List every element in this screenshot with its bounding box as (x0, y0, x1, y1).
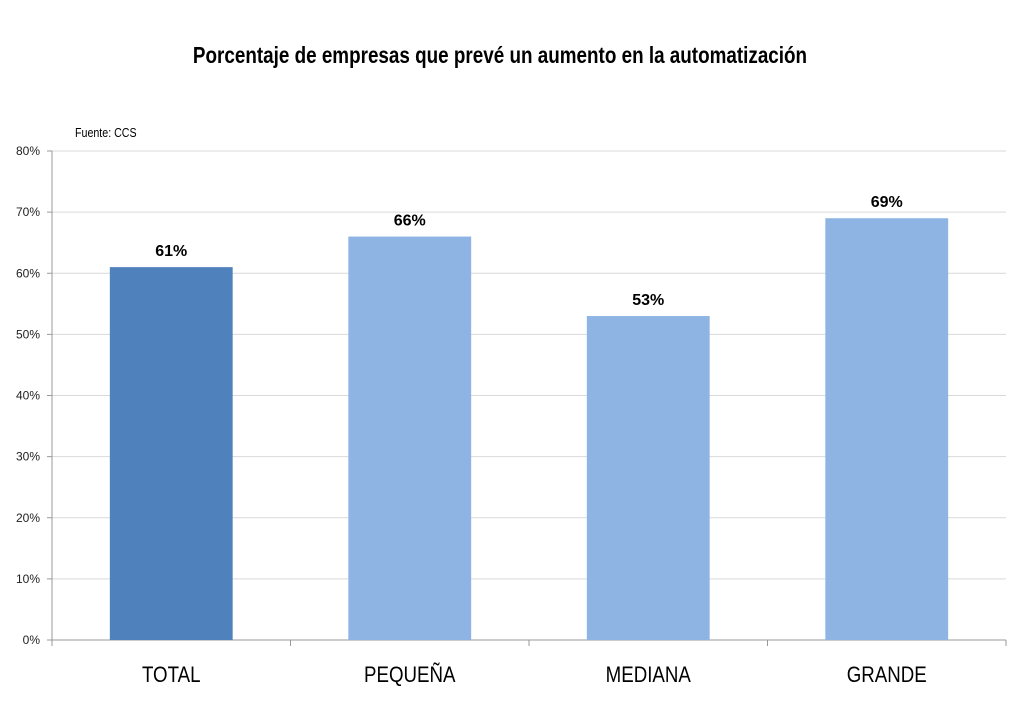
x-tick-label: PEQUEÑA (364, 662, 456, 688)
x-tick-label: GRANDE (847, 664, 927, 688)
x-tick-label: MEDIANA (606, 664, 692, 688)
y-tick-label: 10% (16, 572, 40, 586)
data-label: 61% (155, 243, 187, 260)
y-tick-label: 80% (16, 144, 40, 158)
bar-mediana (586, 316, 710, 640)
y-tick-label: 70% (16, 205, 40, 219)
data-label: 69% (871, 194, 903, 211)
y-tick-label: 60% (16, 266, 40, 280)
y-tick-label: 40% (16, 389, 40, 403)
data-label: 53% (632, 292, 664, 309)
y-tick-label: 20% (16, 511, 40, 525)
data-label: 66% (394, 213, 426, 230)
source-note: Fuente: CCS (75, 125, 137, 140)
x-tick-label: TOTAL (142, 664, 201, 688)
bar-total (109, 267, 233, 640)
y-tick-label: 50% (16, 327, 40, 341)
y-tick-label: 30% (16, 450, 40, 464)
y-tick-label: 0% (23, 633, 41, 647)
chart-title: Porcentaje de empresas que prevé un aume… (192, 42, 808, 68)
bar-grande (825, 218, 949, 641)
bar-pequeña (348, 236, 472, 640)
